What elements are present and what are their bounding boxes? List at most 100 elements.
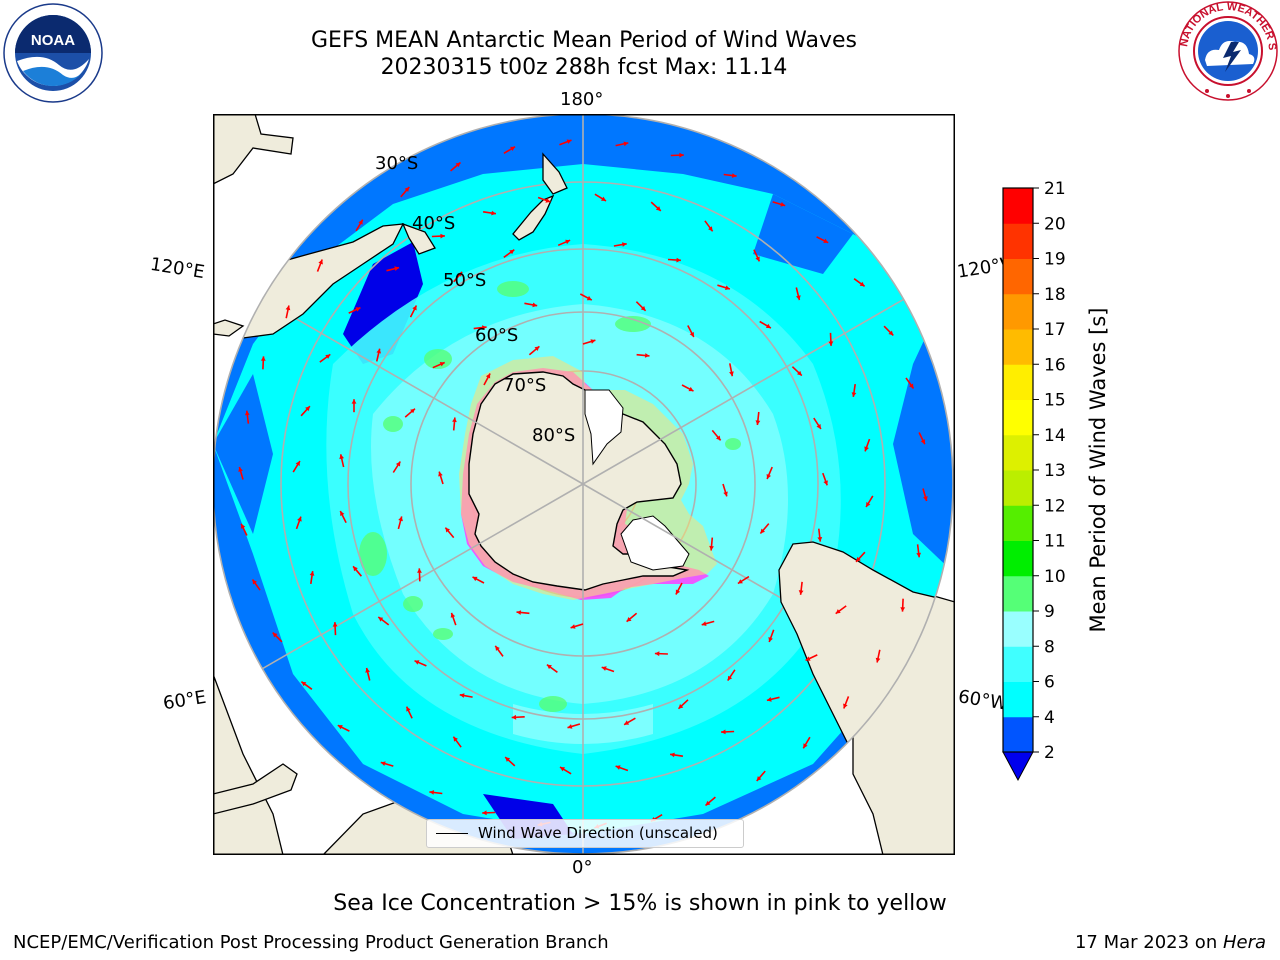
colorbar-tick-label: 8 xyxy=(1044,637,1055,657)
wind-arrow-head xyxy=(516,610,522,615)
wind-arrow-head xyxy=(796,295,801,301)
wind-arrow-head xyxy=(337,725,343,730)
wind-arrow-head xyxy=(410,408,415,414)
wind-arrow-head xyxy=(309,571,315,576)
wind-arrow-head xyxy=(817,537,823,542)
wind-arrow-head xyxy=(318,259,323,265)
wind-arrow-head xyxy=(590,339,596,344)
wind-arrow-head xyxy=(545,198,551,203)
lat-label-80s: 80°S xyxy=(532,425,575,446)
colorbar-tick-label: 15 xyxy=(1044,391,1066,411)
wind-arrow-head xyxy=(823,238,829,243)
wind-arrow-head xyxy=(457,271,463,277)
lat-label-70s: 70°S xyxy=(503,375,546,396)
wind-arrow-head xyxy=(755,256,760,262)
nws-logo: NATIONAL WEATHER SERVICE xyxy=(1177,0,1278,101)
footer-credit: NCEP/EMC/Verification Post Processing Pr… xyxy=(13,932,609,953)
wind-arrow-head xyxy=(615,765,621,770)
wind-arrow-head xyxy=(798,590,804,595)
wind-arrow-head xyxy=(727,675,733,681)
wind-arrow-head xyxy=(459,693,465,698)
wind-arrow-head xyxy=(245,410,250,416)
wind-arrow-head xyxy=(495,645,500,651)
wind-arrow-head xyxy=(655,206,661,211)
wind-arrow-head xyxy=(452,417,457,423)
wind-arrow-head xyxy=(654,651,660,657)
colorbar-band xyxy=(1003,434,1033,471)
colorbar-tick-label: 14 xyxy=(1044,426,1066,446)
wind-arrow-head xyxy=(491,210,496,216)
legend-line-sample xyxy=(436,833,468,834)
wind-arrow-head xyxy=(920,439,925,445)
wind-arrow-head xyxy=(859,281,865,287)
wind-arrow-head xyxy=(340,511,345,516)
colorbar-under-triangle xyxy=(1002,751,1034,782)
wind-arrow-head xyxy=(679,152,684,158)
wind-arrow-head xyxy=(623,141,629,147)
wind-arrow-head xyxy=(701,621,707,626)
colorbar-tick-label: 10 xyxy=(1044,567,1066,587)
lat-label-60s: 60°S xyxy=(475,325,518,346)
colorbar-tick-label: 4 xyxy=(1044,708,1055,728)
wind-arrow-head xyxy=(252,579,257,585)
colorbar-tick-label: 13 xyxy=(1044,461,1066,481)
wind-arrow-head xyxy=(505,757,511,762)
wind-arrow-head xyxy=(301,681,307,687)
wind-arrow-head xyxy=(238,467,243,472)
wind-arrow-head xyxy=(260,356,266,361)
colorbar-band xyxy=(1003,611,1033,647)
wind-arrow-head xyxy=(586,295,592,301)
wind-arrow-head xyxy=(532,302,538,308)
lon-label-60e: 60°E xyxy=(161,686,208,715)
wind-arrow-head xyxy=(835,609,841,614)
wind-arrow-head xyxy=(805,656,811,661)
wind-arrow-head xyxy=(412,305,417,311)
colorbar-band xyxy=(1003,681,1033,718)
colorbar-label: Mean Period of Wind Waves [s] xyxy=(1086,307,1110,633)
wind-wave-arrows xyxy=(238,139,928,829)
colorbar-tick-label: 17 xyxy=(1044,320,1066,340)
wind-arrow-head xyxy=(482,810,487,816)
sea-ice-note: Sea Ice Concentration > 15% is shown in … xyxy=(333,891,947,916)
wind-arrow-head xyxy=(864,446,869,452)
wind-arrow-head xyxy=(511,714,517,720)
wind-arrow-head xyxy=(355,307,361,312)
wind-arrow-head xyxy=(445,527,450,533)
wind-arrow-head xyxy=(510,146,516,151)
wind-arrow-head xyxy=(823,480,828,486)
wind-arrow-head xyxy=(888,330,894,336)
wind-arrow-head xyxy=(866,502,871,507)
colorbar-tick-label: 16 xyxy=(1044,355,1066,375)
wind-arrow-head xyxy=(816,424,821,429)
wind-arrow-head xyxy=(567,724,573,729)
wind-arrow-head xyxy=(716,435,721,441)
ocean-field xyxy=(213,114,953,854)
wind-arrow-head xyxy=(760,528,765,534)
colorbar-band xyxy=(1003,540,1033,577)
wind-arrow-head xyxy=(644,353,650,358)
lat-label-40s: 40°S xyxy=(412,213,455,234)
colorbar-band xyxy=(1003,575,1033,612)
wind-arrow-head xyxy=(429,790,435,795)
wind-arrow-head xyxy=(395,461,401,467)
noaa-logo: NOAA xyxy=(3,3,103,103)
wind-arrow-head xyxy=(560,767,565,772)
wind-arrow-head xyxy=(404,187,410,192)
footer-date-text: 17 Mar 2023 on xyxy=(1074,932,1223,953)
footer-machine: Hera xyxy=(1222,932,1266,953)
wind-arrow-head xyxy=(856,556,861,562)
lon-label-0: 0° xyxy=(572,857,593,878)
wind-arrow-head xyxy=(768,637,773,642)
wind-arrow-head xyxy=(305,406,310,412)
footer-date: 17 Mar 2023 on Hera xyxy=(1075,932,1266,953)
colorbar-band xyxy=(1003,364,1033,400)
wind-arrow-head xyxy=(828,341,834,346)
wind-arrow-head xyxy=(843,703,848,709)
wind-arrow-head xyxy=(453,736,458,742)
wind-arrow-head xyxy=(398,516,403,522)
wind-arrow-head xyxy=(797,370,802,376)
wind-arrow-head xyxy=(380,761,386,766)
lat-label-30s: 30°S xyxy=(375,153,418,174)
wind-arrow-head xyxy=(723,491,728,497)
wind-arrow-head xyxy=(626,617,632,622)
